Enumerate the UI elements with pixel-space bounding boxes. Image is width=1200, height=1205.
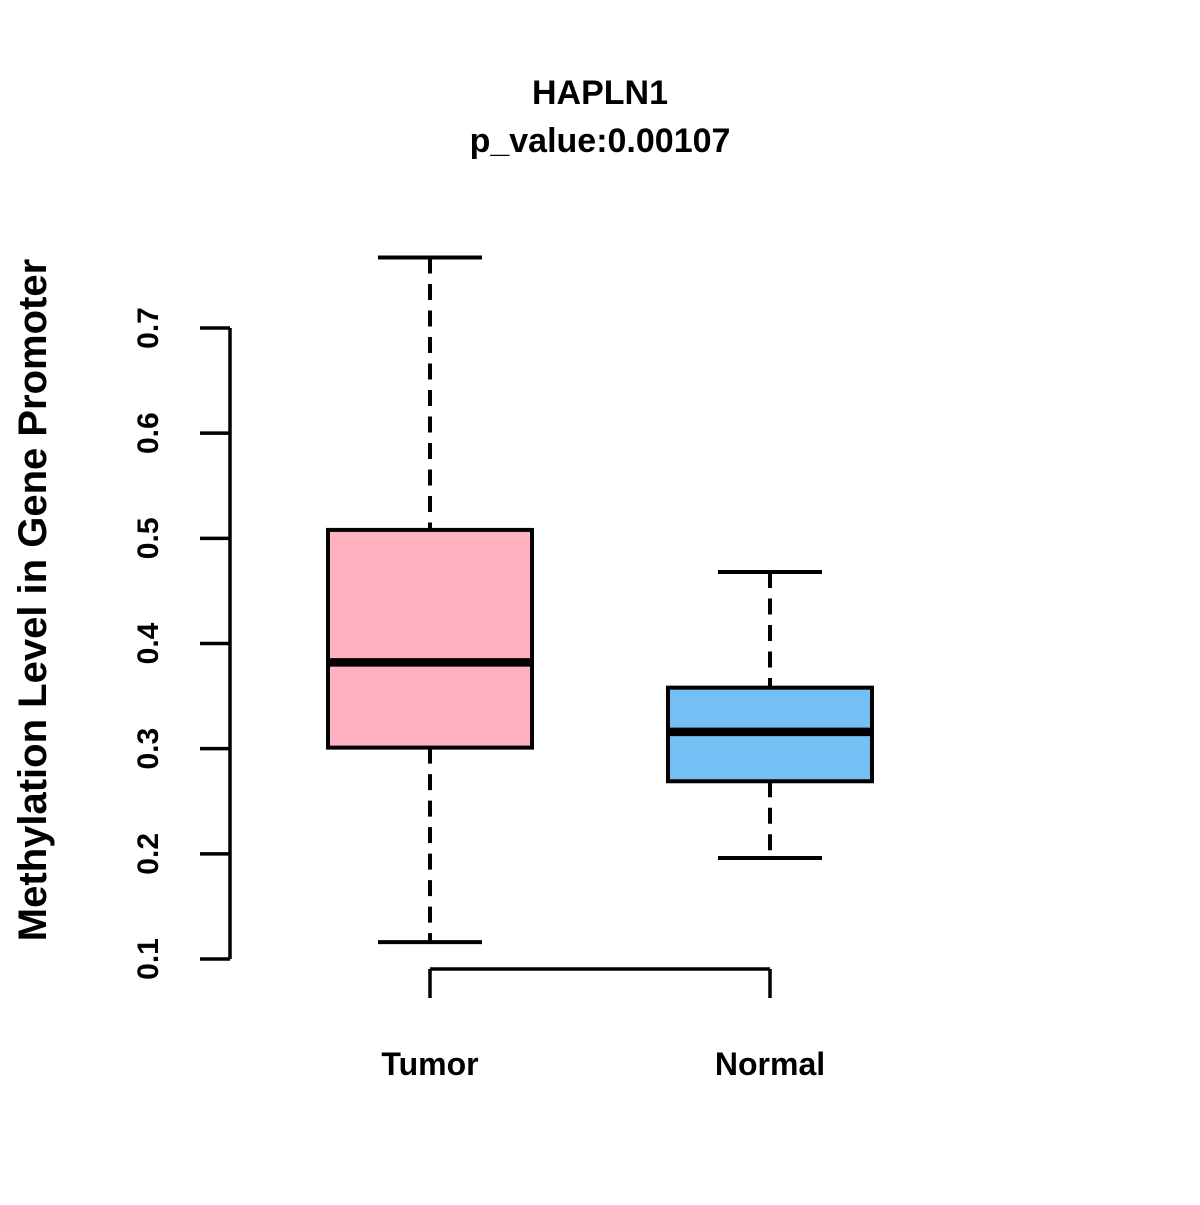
y-tick-label: 0.3 xyxy=(132,728,165,770)
y-tick-label: 0.5 xyxy=(132,517,165,559)
chart-title: HAPLN1 xyxy=(532,74,668,112)
y-tick-label: 0.2 xyxy=(132,833,165,875)
y-axis-label: Methylation Level in Gene Promoter xyxy=(11,259,55,941)
y-tick-label: 0.6 xyxy=(132,412,165,454)
y-axis: 0.1 0.2 0.3 0.4 0.5 0.6 0.7 xyxy=(132,307,232,980)
normal-boxplot xyxy=(666,569,874,861)
category-label-tumor: Tumor xyxy=(381,1046,478,1082)
category-label-normal: Normal xyxy=(715,1046,825,1082)
y-tick-label: 0.7 xyxy=(132,307,165,349)
tumor-iqr-box xyxy=(326,527,534,750)
tumor-boxplot xyxy=(326,255,534,945)
chart-subtitle-pvalue: p_value:0.00107 xyxy=(470,122,731,160)
x-axis: Tumor Normal xyxy=(381,967,825,1082)
y-tick-label: 0.1 xyxy=(132,938,165,980)
plot-area xyxy=(326,255,874,945)
y-tick-label: 0.4 xyxy=(132,622,165,664)
